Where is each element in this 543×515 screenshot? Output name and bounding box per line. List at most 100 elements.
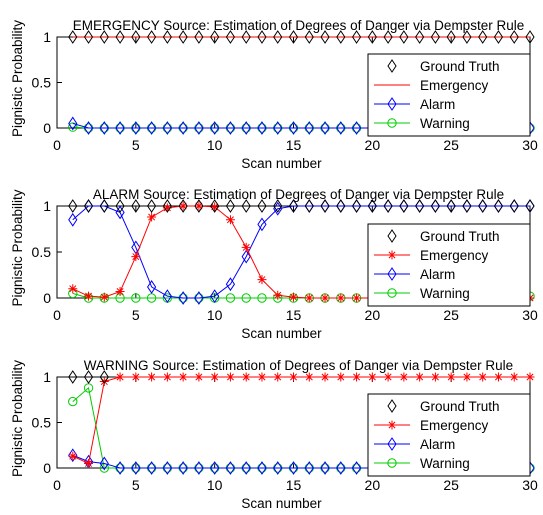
- data-point: [225, 461, 236, 475]
- data-point: [273, 372, 283, 382]
- legend-marker: [387, 267, 397, 281]
- x-tick-label: 15: [286, 137, 302, 153]
- data-point: [241, 372, 251, 382]
- data-point: [194, 121, 204, 135]
- x-tick-label: 30: [522, 137, 538, 153]
- legend-marker: [387, 97, 397, 111]
- data-point: [162, 199, 172, 213]
- y-tick-label: 1: [43, 369, 51, 385]
- data-point: [399, 372, 409, 382]
- data-point: [68, 116, 78, 131]
- x-tick-label: 10: [207, 307, 223, 323]
- data-point: [399, 199, 409, 213]
- data-point: [146, 30, 157, 44]
- data-point: [430, 372, 440, 382]
- legend-marker: [387, 399, 397, 413]
- data-point: [304, 461, 314, 475]
- data-point: [367, 199, 377, 213]
- x-tick-label: 5: [132, 307, 140, 323]
- data-point: [162, 372, 172, 382]
- data-point: [241, 249, 251, 264]
- legend-label: Warning: [420, 286, 470, 301]
- data-point: [210, 202, 220, 212]
- x-axis-label: Scan number: [241, 326, 322, 341]
- legend-label: Emergency: [420, 418, 489, 433]
- data-point: [131, 372, 141, 382]
- x-tick-label: 5: [132, 477, 140, 493]
- data-point: [83, 199, 94, 213]
- data-point: [225, 199, 236, 213]
- x-tick-label: 5: [132, 137, 140, 153]
- data-point: [115, 372, 125, 382]
- data-point: [178, 201, 188, 211]
- data-point: [257, 275, 267, 285]
- chart-title: WARNING Source: Estimation of Degrees of…: [84, 358, 513, 373]
- data-point: [99, 121, 109, 135]
- legend-item: Warning: [374, 116, 470, 131]
- data-point: [478, 372, 488, 382]
- data-point: [493, 199, 504, 213]
- legend-label: Warning: [420, 116, 470, 131]
- data-point: [131, 30, 141, 44]
- legend-label: Alarm: [420, 97, 455, 112]
- data-point: [68, 30, 78, 44]
- data-point: [194, 372, 204, 382]
- data-point: [115, 30, 125, 44]
- data-point: [225, 121, 236, 135]
- legend-marker: [387, 250, 397, 260]
- data-point: [178, 30, 188, 44]
- y-axis-label: Pignistic Probability: [10, 20, 25, 137]
- data-point: [304, 30, 314, 44]
- series-ground-truth: [68, 370, 109, 384]
- data-point: [84, 458, 94, 468]
- data-point: [131, 293, 141, 303]
- data-point: [257, 30, 267, 44]
- data-point: [115, 461, 125, 475]
- data-point: [257, 293, 267, 303]
- x-tick-label: 0: [53, 307, 61, 323]
- y-tick-label: 0: [43, 290, 51, 306]
- data-point: [225, 215, 235, 225]
- data-point: [131, 252, 141, 262]
- data-point: [273, 201, 283, 216]
- data-point: [446, 372, 456, 382]
- data-point: [241, 461, 251, 475]
- x-tick-label: 10: [207, 137, 223, 153]
- data-point: [115, 287, 125, 297]
- data-point: [336, 461, 346, 475]
- y-axis-label: Pignistic Probability: [10, 360, 25, 477]
- legend-item: Emergency: [374, 78, 489, 93]
- data-point: [68, 451, 78, 461]
- legend-marker: [387, 437, 397, 451]
- legend: Ground Truth Emergency Alarm Warning: [367, 223, 531, 307]
- data-point: [162, 30, 172, 44]
- data-point: [210, 121, 220, 135]
- data-point: [273, 30, 283, 44]
- legend: Ground Truth Emergency Alarm Warning: [367, 393, 531, 477]
- legend-marker: [387, 229, 397, 243]
- legend-item: Alarm: [374, 97, 455, 112]
- data-point: [462, 372, 472, 382]
- legend-label: Warning: [420, 456, 470, 471]
- data-point: [509, 30, 519, 44]
- data-point: [68, 122, 78, 132]
- x-tick-label: 20: [365, 307, 381, 323]
- data-point: [162, 121, 172, 135]
- data-point: [178, 199, 188, 213]
- x-tick-label: 30: [522, 307, 538, 323]
- data-point: [367, 30, 377, 44]
- data-point: [225, 30, 236, 44]
- data-point: [525, 30, 535, 44]
- data-point: [68, 370, 78, 384]
- data-point: [288, 30, 299, 44]
- data-point: [446, 30, 456, 44]
- data-point: [289, 372, 298, 382]
- data-point: [210, 372, 220, 382]
- data-point: [509, 199, 519, 213]
- data-point: [415, 30, 425, 44]
- data-point: [320, 30, 330, 44]
- data-point: [367, 372, 377, 382]
- data-point: [352, 293, 362, 303]
- data-point: [336, 293, 346, 303]
